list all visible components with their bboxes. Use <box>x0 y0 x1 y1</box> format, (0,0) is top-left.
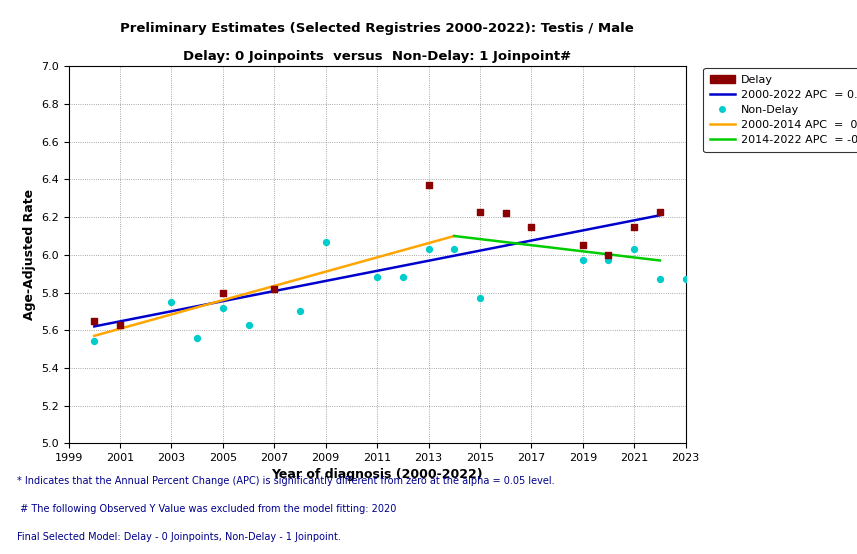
Text: # The following Observed Y Value was excluded from the model fitting: 2020: # The following Observed Y Value was exc… <box>17 504 397 514</box>
Point <box>370 273 384 282</box>
Point <box>679 275 692 284</box>
Point <box>524 222 538 231</box>
Point <box>447 245 461 254</box>
Point <box>165 297 178 306</box>
Point <box>499 209 512 218</box>
Text: * Indicates that the Annual Percent Change (APC) is significantly different from: * Indicates that the Annual Percent Chan… <box>17 476 554 486</box>
Point <box>499 209 512 218</box>
Y-axis label: Age-Adjusted Rate: Age-Adjusted Rate <box>22 189 35 320</box>
Point <box>653 275 667 284</box>
Point <box>473 207 487 216</box>
Point <box>576 241 590 250</box>
Point <box>319 237 333 246</box>
Point <box>524 222 538 231</box>
Point <box>113 320 127 329</box>
Text: Final Selected Model: Delay - 0 Joinpoints, Non-Delay - 1 Joinpoint.: Final Selected Model: Delay - 0 Joinpoin… <box>17 532 341 542</box>
Point <box>293 307 307 316</box>
Point <box>87 337 101 346</box>
Point <box>396 273 410 282</box>
Point <box>242 320 255 329</box>
Text: Preliminary Estimates (Selected Registries 2000-2022): Testis / Male: Preliminary Estimates (Selected Registri… <box>120 22 634 35</box>
Point <box>113 320 127 329</box>
Point <box>216 303 230 312</box>
Point <box>627 222 641 231</box>
Point <box>422 181 435 189</box>
Point <box>422 245 435 254</box>
Point <box>87 316 101 325</box>
Point <box>576 256 590 265</box>
Point <box>602 256 615 265</box>
Point <box>216 288 230 297</box>
Legend: Delay, 2000-2022 APC  = 0.5*, Non-Delay, 2000-2014 APC  =  0.6*, 2014-2022 APC  : Delay, 2000-2022 APC = 0.5*, Non-Delay, … <box>704 68 857 152</box>
Point <box>267 284 281 293</box>
Point <box>602 250 615 259</box>
Point <box>190 334 204 342</box>
Text: Delay: 0 Joinpoints  versus  Non-Delay: 1 Joinpoint#: Delay: 0 Joinpoints versus Non-Delay: 1 … <box>183 50 571 63</box>
Point <box>627 245 641 254</box>
Point <box>473 294 487 302</box>
Point <box>653 207 667 216</box>
X-axis label: Year of diagnosis (2000-2022): Year of diagnosis (2000-2022) <box>272 469 482 481</box>
